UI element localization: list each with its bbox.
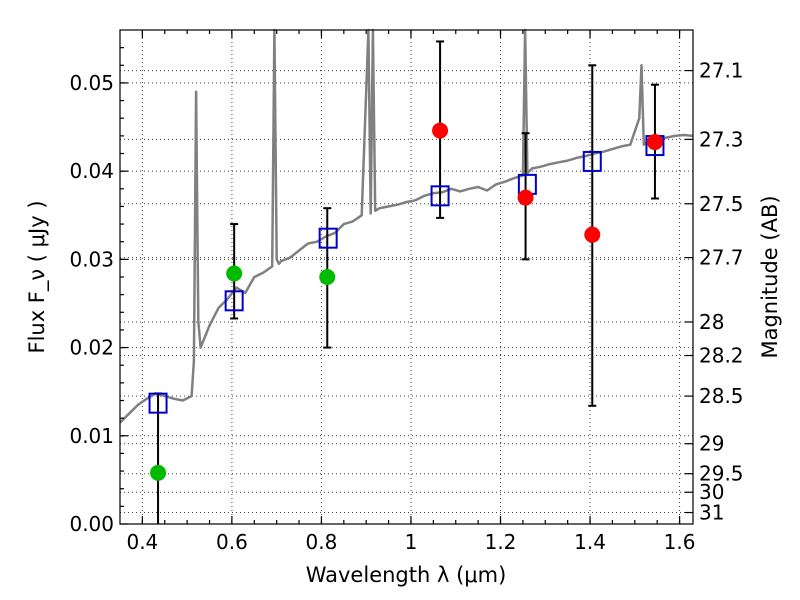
model-square-marker bbox=[582, 150, 602, 172]
mag-tick-label: 30 bbox=[699, 480, 724, 504]
y-tick-label: 0.05 bbox=[69, 71, 114, 95]
model-square-marker bbox=[148, 392, 168, 414]
y-axis-title: Flux F_ν ( μJy ) bbox=[25, 200, 50, 353]
mag-tick-label: 28.5 bbox=[699, 384, 744, 408]
x-tick-label: 1.6 bbox=[664, 530, 696, 554]
observed-point bbox=[432, 122, 449, 139]
mag-tick-label: 27.7 bbox=[699, 246, 744, 270]
mag-tick-label: 31 bbox=[699, 501, 724, 525]
plot-frame bbox=[119, 29, 694, 525]
error-bars bbox=[154, 40, 659, 524]
mag-tick-label: 28 bbox=[699, 310, 724, 334]
y-tick-label: 0.01 bbox=[69, 424, 114, 448]
mag-tick-label: 29.5 bbox=[699, 462, 744, 486]
y-tick-label: 0.04 bbox=[69, 159, 114, 183]
mag-tick-label: 27.3 bbox=[699, 127, 744, 151]
y-tick-label: 0.03 bbox=[69, 247, 114, 271]
mag-tick-label: 27.1 bbox=[699, 59, 744, 83]
y-axis-left: 0.00 0.01 0.02 0.03 0.04 0.05 bbox=[69, 47, 128, 536]
mag-tick-label: 29 bbox=[699, 432, 724, 456]
observed-point bbox=[150, 464, 167, 481]
x-tick-label: 0.8 bbox=[306, 530, 338, 554]
x-axis: 0.4 0.6 0.8 1 1.2 1.4 1.6 bbox=[126, 30, 695, 554]
grid bbox=[120, 30, 693, 524]
observed-point bbox=[517, 189, 534, 206]
y-axis-right-title: Magnitude (AB) bbox=[758, 195, 782, 358]
observed-point bbox=[226, 265, 243, 282]
model-square-marker bbox=[430, 185, 450, 207]
x-tick-label: 1.2 bbox=[485, 530, 517, 554]
observed-point bbox=[584, 226, 601, 243]
markers bbox=[148, 122, 665, 481]
mag-tick-label: 28.2 bbox=[699, 344, 744, 368]
spectrum-line bbox=[119, 28, 694, 424]
x-tick-label: 0.6 bbox=[216, 530, 248, 554]
y-tick-label: 0.02 bbox=[69, 336, 114, 360]
model-square-marker bbox=[318, 227, 338, 249]
x-tick-label: 1.4 bbox=[574, 530, 606, 554]
spectrum-layer bbox=[119, 28, 694, 424]
model-square-marker bbox=[224, 290, 244, 312]
mag-tick-label: 27.5 bbox=[699, 192, 744, 216]
x-axis-title: Wavelength λ (μm) bbox=[306, 563, 507, 587]
x-tick-label: 1 bbox=[405, 530, 418, 554]
observed-point bbox=[646, 134, 663, 151]
observed-point bbox=[319, 269, 336, 285]
y-tick-label: 0.00 bbox=[69, 512, 114, 536]
x-tick-label: 0.4 bbox=[126, 530, 158, 554]
